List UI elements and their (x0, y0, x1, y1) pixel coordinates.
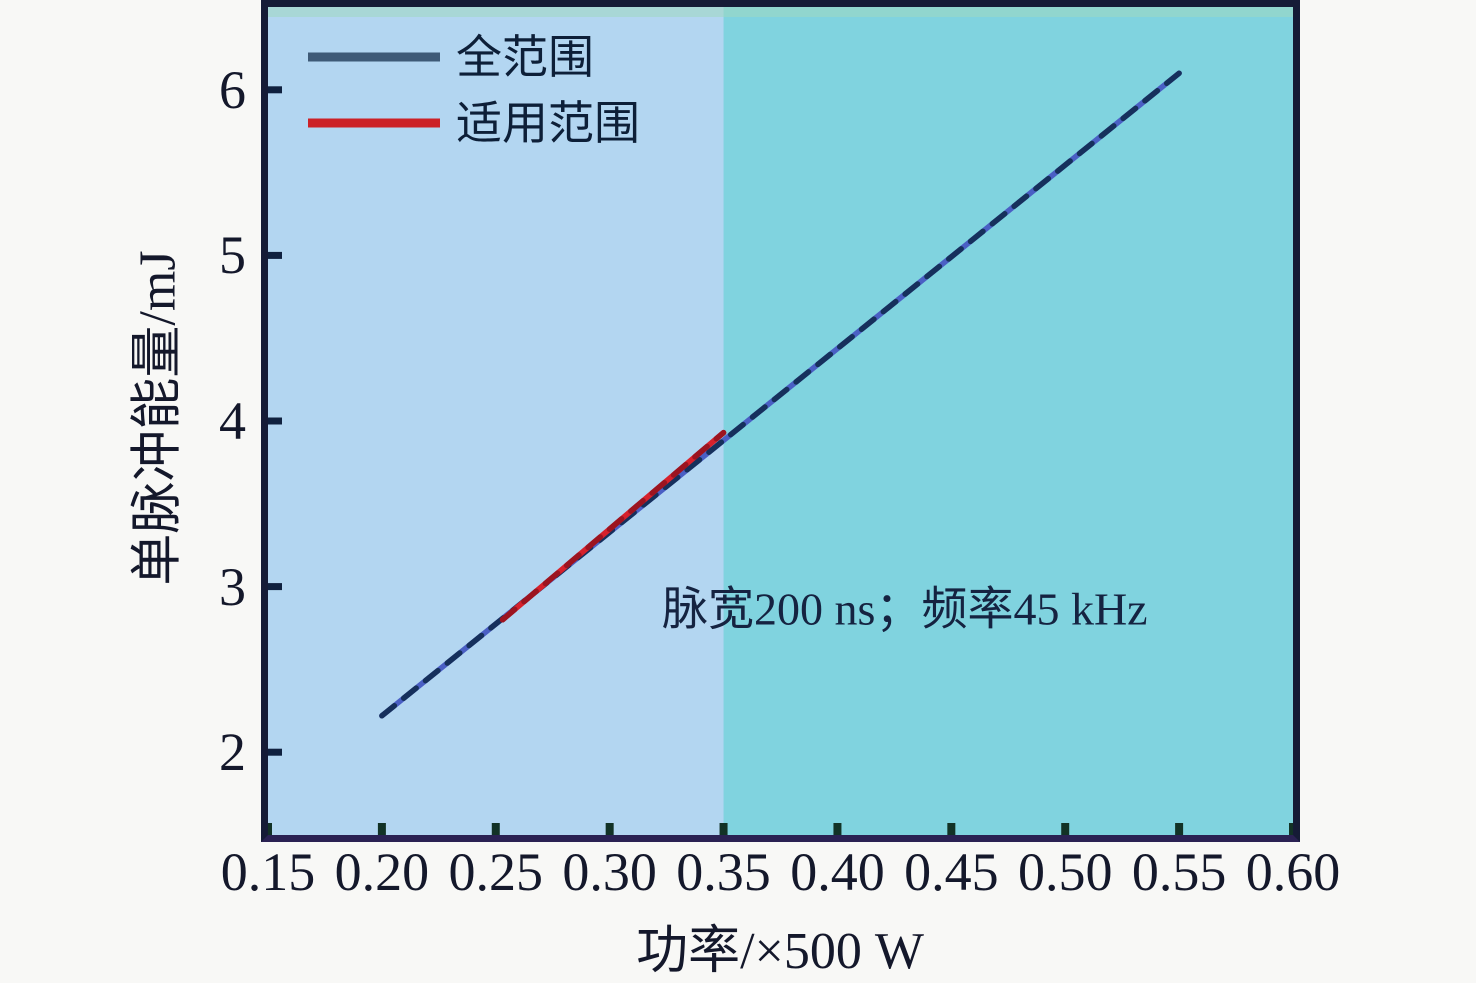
x-tick-mark (491, 823, 500, 835)
legend-label-0: 全范围 (456, 32, 594, 83)
annotation-text: 脉宽200 ns；频率45 kHz (662, 584, 1148, 635)
y-tick-label: 3 (219, 556, 246, 617)
x-tick-label: 0.55 (1131, 842, 1227, 902)
y-axis-title: 单脉冲能量/mJ (129, 250, 187, 586)
top-strip (268, 7, 1293, 17)
x-tick-mark (1061, 823, 1070, 835)
x-tick-mark (268, 823, 272, 835)
x-tick-mark (719, 823, 728, 835)
y-tick-mark (268, 86, 282, 94)
x-tick-mark (947, 823, 956, 835)
y-tick-mark (268, 748, 282, 756)
x-tick-label: 0.25 (448, 842, 544, 902)
y-tick-label: 6 (219, 59, 246, 120)
x-axis-title: 功率/×500 W (636, 923, 924, 980)
y-tick-label: 5 (219, 225, 246, 286)
y-tick-mark (268, 417, 282, 425)
x-tick-mark (1175, 823, 1184, 835)
high-power-region (723, 7, 1293, 835)
x-tick-label: 0.30 (562, 842, 657, 902)
x-tick-label: 0.60 (1245, 842, 1341, 902)
series-line-1 (499, 429, 727, 623)
x-tick-label: 0.35 (676, 842, 771, 902)
y-tick-label: 2 (219, 722, 246, 783)
x-tick-mark (605, 823, 614, 835)
legend-label-1: 适用范围 (456, 98, 640, 149)
x-tick-label: 0.40 (790, 842, 885, 902)
x-tick-mark (1289, 823, 1293, 835)
x-tick-label: 0.45 (904, 842, 999, 902)
y-tick-label: 4 (219, 391, 246, 451)
x-tick-mark (833, 823, 842, 835)
x-tick-mark (377, 823, 386, 835)
y-tick-mark (268, 251, 282, 259)
x-tick-label: 0.50 (1017, 842, 1113, 902)
plot-area: 全范围适用范围脉宽200 ns；频率45 kHz (261, 0, 1300, 842)
y-tick-mark (268, 583, 282, 591)
x-tick-label: 0.20 (334, 842, 430, 902)
x-tick-label: 0.15 (220, 842, 316, 902)
low-power-region (268, 7, 724, 835)
